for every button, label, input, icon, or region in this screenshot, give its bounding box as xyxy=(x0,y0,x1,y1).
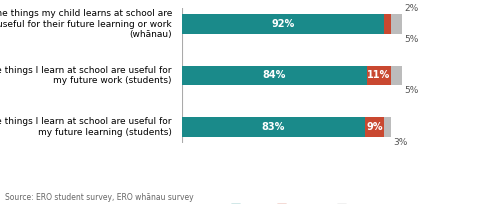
Bar xyxy=(391,14,402,34)
Text: 11%: 11% xyxy=(367,70,390,81)
Legend: Agree, Disagree, Don't know: Agree, Disagree, Don't know xyxy=(228,200,405,204)
Bar xyxy=(364,117,384,137)
Text: Source: ERO student survey, ERO whānau survey: Source: ERO student survey, ERO whānau s… xyxy=(5,193,193,202)
Text: 2%: 2% xyxy=(404,4,418,13)
Text: 3%: 3% xyxy=(393,138,408,147)
Bar xyxy=(384,14,391,34)
Bar xyxy=(182,117,364,137)
Text: 92%: 92% xyxy=(272,19,295,29)
Bar xyxy=(384,117,391,137)
Text: 5%: 5% xyxy=(404,35,419,44)
Bar xyxy=(391,66,402,85)
Text: 9%: 9% xyxy=(366,122,383,132)
Bar xyxy=(182,14,384,34)
Bar xyxy=(367,66,391,85)
Bar xyxy=(182,66,367,85)
Text: 5%: 5% xyxy=(404,86,419,95)
Text: 83%: 83% xyxy=(262,122,285,132)
Text: 84%: 84% xyxy=(263,70,286,81)
